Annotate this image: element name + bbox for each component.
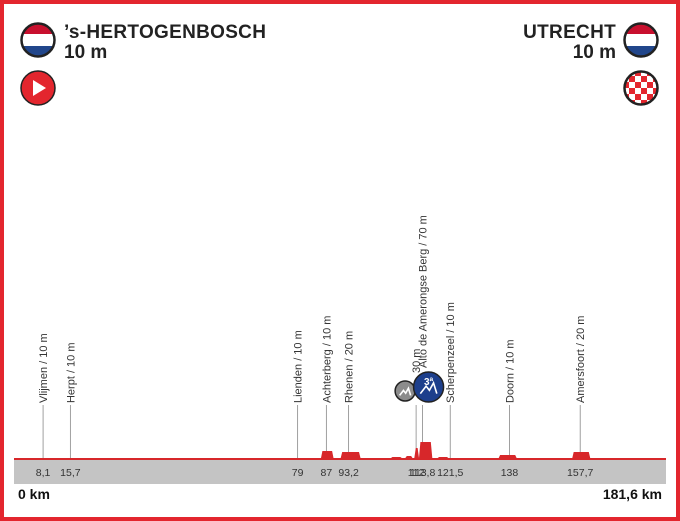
distance-end: 181,6 km: [603, 486, 662, 502]
netherlands-flag-icon: [20, 22, 56, 58]
start-icon: [20, 70, 56, 106]
waypoint-label: Herpt / 10 m: [65, 342, 77, 403]
waypoint-label: Achterberg / 10 m: [321, 316, 333, 403]
elevation-profile: [14, 442, 666, 460]
finish-icon: [623, 70, 659, 106]
waypoint-km: 138: [501, 467, 519, 479]
waypoint-km: 93,2: [338, 467, 359, 479]
waypoint-label: Scherpenzeel / 10 m: [445, 302, 457, 403]
finish-altitude: 10 m: [572, 42, 616, 63]
waypoint-km: 15,7: [60, 467, 81, 479]
waypoint-km: 8,1: [36, 467, 51, 479]
waypoint-label: Doorn / 10 m: [504, 339, 516, 403]
distance-start: 0 km: [18, 486, 50, 502]
finish-city: UTRECHT 10 m: [523, 23, 616, 63]
waypoint-label: Vlijmen / 10 m: [38, 333, 50, 403]
finish-city-name: UTRECHT: [523, 22, 616, 43]
svg-text:3ª: 3ª: [424, 377, 434, 388]
kom-icon: 3ª: [412, 371, 445, 403]
start-altitude: 10 m: [64, 42, 108, 63]
waypoint-label: Rhenen / 20 m: [344, 331, 356, 403]
waypoint-label: 30 m: [411, 349, 423, 373]
netherlands-flag-icon: [623, 22, 659, 58]
waypoint-km: 87: [321, 467, 333, 479]
waypoint-km: 112: [408, 467, 425, 479]
distance-band: [14, 460, 666, 484]
sprint-icon: [394, 380, 416, 402]
waypoint-km: 113,8: [410, 467, 436, 479]
waypoint-km: 157,7: [567, 467, 593, 479]
waypoint-label: Alto de Amerongse Berg / 70 m: [418, 215, 430, 368]
waypoint-label: Lienden / 10 m: [293, 330, 305, 403]
waypoint-label: Amersfoort / 20 m: [575, 316, 587, 403]
waypoint-km: 121,5: [437, 467, 463, 479]
start-city-name: ’s-HERTOGENBOSCH: [64, 22, 267, 43]
waypoint-km: 79: [292, 467, 304, 479]
start-city: ’s-HERTOGENBOSCH 10 m: [64, 23, 266, 63]
